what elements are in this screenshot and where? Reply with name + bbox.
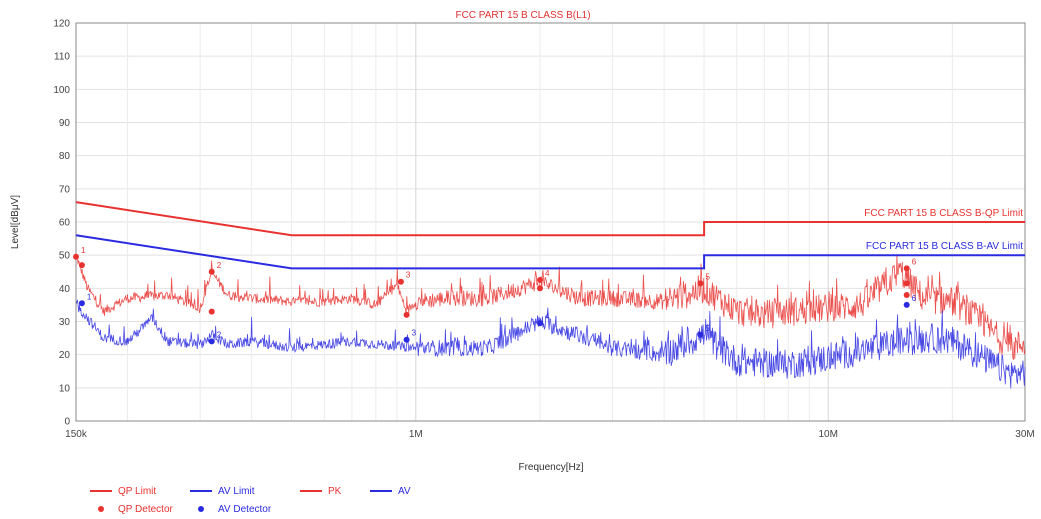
av-detector-point-5 [903,301,910,308]
qp-detector-label-6: 4 [545,269,550,278]
qp-detector-label-4: 3 [406,271,411,280]
y-axis-label: Level[dBμV] [10,195,21,249]
qp-detector-point-8 [697,280,704,287]
av-detector-point-0 [78,300,85,307]
av-detector-label-3: 4 [545,312,550,321]
y-tick-label-5: 50 [59,251,71,262]
y-tick-label-0: 0 [64,417,70,428]
qp-detector-point-1 [78,262,85,269]
y-tick-label-2: 20 [59,350,71,361]
limit-layer: FCC PART 15 B CLASS B-QP Limit FCC PART 1… [75,201,1025,270]
qp-detector-point-11 [903,292,910,298]
av-detector-label-1: 2 [217,330,222,339]
av-detector-label-2: 3 [412,329,417,338]
x-tick-label-1: 1M [409,429,423,440]
qp-detector-label-9: 6 [912,257,917,266]
y-tick-label-4: 40 [59,284,71,295]
qp-detector-point-5 [403,311,410,318]
legend-label-2: PK [328,486,342,497]
qp-detector-point-2 [208,268,215,275]
qp-detector-point-4 [397,278,404,285]
av-detector-point-4 [697,331,704,338]
legend-label-4: QP Detector [118,504,174,515]
qp-detector-point-9 [903,265,910,272]
legend-label-0: QP Limit [118,486,156,497]
limit-label-qp: FCC PART 15 B CLASS B-QP Limit [864,208,1023,219]
y-axis-ticks: 0 10 20 30 40 50 60 70 80 90 100 110 120 [53,19,70,428]
y-tick-label-8: 80 [59,151,71,162]
y-tick-label-9: 90 [59,118,71,129]
av-detector-label-4: 5 [706,324,711,333]
series-layer [75,253,1026,389]
qp-detector-label-0: 1 [81,246,86,255]
limit-line-qp [75,201,1025,237]
qp-detector-label-8: 5 [706,272,711,281]
legend-swatch-5 [198,506,204,512]
y-tick-label-7: 70 [59,184,71,195]
av-detector-label-0: 1 [87,292,92,301]
x-tick-label-2: 10M [818,429,837,440]
legend-swatch-4 [98,506,104,512]
qp-detector-point-10 [903,280,910,287]
legend-label-3: AV [398,486,411,497]
limit-label-av: FCC PART 15 B CLASS B-AV Limit [866,241,1023,252]
y-tick-label-10: 100 [53,85,70,96]
y-tick-label-3: 30 [59,317,71,328]
legend: QP Limit AV Limit PK AV QP Detector AV Detect… [90,486,411,515]
y-tick-label-12: 120 [53,19,70,30]
qp-detector-point-0 [73,253,79,260]
series-pk-trace [75,253,1026,360]
x-tick-label-0: 150k [65,429,88,440]
detector-layer: 1 2 3 4 5 6 1 2 3 4 5 6 [73,246,917,345]
qp-detector-point-7 [537,285,543,292]
qp-detector-point-3 [208,308,215,315]
x-tick-label-3: 30M [1015,429,1034,440]
av-detector-point-1 [208,338,215,345]
av-detector-point-3 [537,320,543,327]
y-tick-label-1: 10 [59,383,71,394]
av-detector-label-5: 6 [912,294,917,303]
x-axis-label: Frequency[Hz] [518,462,583,473]
x-axis-ticks: 150k 1M 10M 30M [65,429,1035,440]
chart-title: FCC PART 15 B CLASS B(L1) [455,10,590,21]
y-tick-label-6: 60 [59,218,71,229]
qp-detector-label-2: 2 [217,261,222,270]
qp-detector-point-6 [537,277,543,283]
av-detector-point-2 [403,336,410,343]
series-av-trace [75,299,1026,389]
legend-label-1: AV Limit [218,486,255,497]
limit-line-av [75,234,1025,270]
legend-label-5: AV Detector [218,504,272,515]
y-tick-label-11: 110 [54,52,70,63]
